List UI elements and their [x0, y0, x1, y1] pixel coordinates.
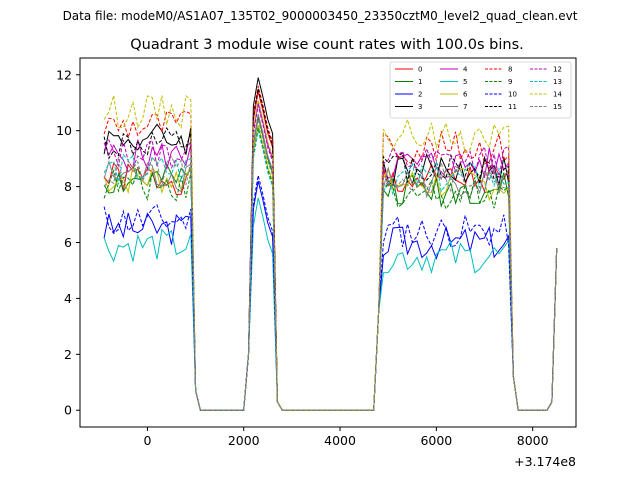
series-line-13	[103, 130, 558, 411]
y-tick-label: 2	[64, 347, 72, 362]
legend-label-2: 2	[418, 91, 422, 99]
x-tick-label: 8000	[517, 433, 549, 448]
legend-label-4: 4	[463, 66, 468, 74]
series-line-0	[103, 91, 558, 411]
series-line-7	[103, 113, 558, 411]
series-line-1	[103, 116, 558, 411]
legend-label-8: 8	[508, 66, 512, 74]
y-tick-label: 4	[64, 291, 72, 306]
series-line-11	[103, 88, 558, 411]
legend-label-10: 10	[508, 91, 517, 99]
y-tick-label: 0	[64, 403, 72, 418]
legend-label-5: 5	[463, 78, 467, 86]
y-tick-label: 12	[56, 67, 72, 82]
legend-label-15: 15	[553, 103, 562, 111]
legend-label-6: 6	[463, 91, 468, 99]
legend-label-13: 13	[553, 78, 562, 86]
legend-label-14: 14	[553, 91, 562, 99]
legend-label-7: 7	[463, 103, 467, 111]
legend-box	[389, 61, 572, 119]
series-line-2	[103, 180, 558, 411]
x-offset-label: +3.174e8	[514, 454, 576, 469]
series-line-10	[103, 175, 558, 411]
legend-label-3: 3	[418, 103, 422, 111]
y-tick-label: 10	[56, 123, 72, 138]
x-tick-label: 2000	[228, 433, 260, 448]
x-tick-label: 6000	[420, 433, 452, 448]
legend-label-11: 11	[508, 103, 517, 111]
x-tick-label: 0	[143, 433, 151, 448]
series-line-15	[103, 119, 558, 411]
series-line-14	[103, 94, 558, 411]
plot-frame	[79, 57, 577, 428]
legend-label-1: 1	[418, 78, 422, 86]
data-file-suptitle: Data file: modeM0/AS1A07_135T02_90000034…	[63, 9, 578, 23]
y-tick-label: 6	[64, 235, 72, 250]
plot-series-group	[103, 77, 558, 411]
legend-label-0: 0	[418, 66, 422, 74]
y-tick-label: 8	[64, 179, 72, 194]
series-line-8	[103, 85, 558, 411]
legend-label-12: 12	[553, 66, 562, 74]
legend-label-9: 9	[508, 78, 512, 86]
x-tick-label: 4000	[324, 433, 356, 448]
chart-title: Quadrant 3 module wise count rates with …	[130, 37, 524, 53]
